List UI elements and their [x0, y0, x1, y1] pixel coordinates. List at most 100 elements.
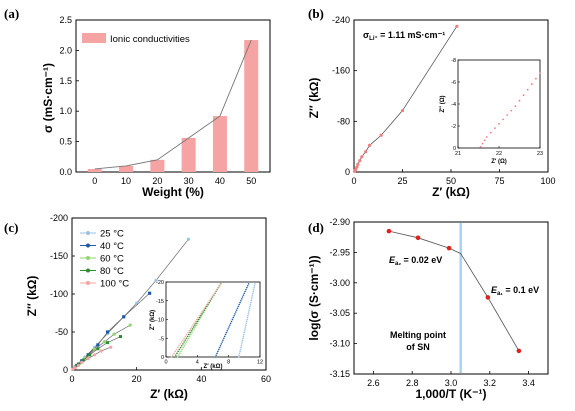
- panel-c-inset-point: [242, 333, 245, 336]
- panel-c-inset-point: [192, 324, 194, 326]
- panel-c-inset-frame: [165, 281, 261, 358]
- panel-c-point: [154, 278, 158, 282]
- panel-c-inset-point: [183, 344, 186, 347]
- panel-b-inset-ytick-label: -4: [451, 102, 456, 108]
- panel-c-point: [99, 349, 103, 353]
- panel-b-points: [352, 24, 459, 173]
- panel-c-inset-ytick-label: -20: [156, 280, 164, 286]
- panel-a-ytick-label: 2.0: [59, 45, 72, 55]
- panel-c-inset-point: [193, 322, 196, 325]
- panel-c-inset-point: [201, 311, 203, 313]
- panel-c-inset-point: [219, 344, 222, 347]
- panel-c-inset-point: [241, 296, 244, 298]
- panel-c-inset-point: [184, 343, 187, 345]
- panel-c-inset-point: [228, 326, 230, 328]
- panel-c-inset-point: [249, 305, 251, 308]
- panel-c-point: [112, 332, 116, 336]
- panel-c-inset-point: [177, 346, 179, 349]
- panel-d-xtick-label: 3.0: [445, 378, 458, 388]
- panel-a-bar: [212, 116, 227, 172]
- panel-d-ytick-label: -2.95: [329, 247, 350, 257]
- panel-c-inset-point: [195, 322, 197, 325]
- panel-c-inset-point: [188, 335, 191, 338]
- panel-c-label: (c): [4, 220, 18, 235]
- panel-c-point: [93, 353, 97, 357]
- panel-b-inset-point: [539, 72, 541, 75]
- panel-c-inset-point: [217, 350, 219, 353]
- panel-c-inset-point: [241, 339, 244, 341]
- panel-c-inset-point: [199, 313, 202, 315]
- panel-c-inset-point: [190, 326, 193, 328]
- panel-c-inset-point: [245, 288, 247, 291]
- panel-c-inset-point: [248, 309, 250, 311]
- panel-c-inset-point: [218, 346, 221, 349]
- panel-c-inset-point: [254, 283, 256, 285]
- panel-c-inset-point: [189, 328, 192, 330]
- panel-c-inset-point: [175, 348, 178, 351]
- panel-c-inset-point: [244, 328, 246, 330]
- panel-b-inset-point: [535, 77, 537, 80]
- panel-c-point: [96, 347, 100, 351]
- panel-c-inset-point: [195, 318, 198, 321]
- panel-a-xtick-label: 40: [215, 176, 225, 186]
- panel-c-inset-point: [252, 292, 254, 295]
- panel-d-ytick-label: -2.90: [329, 217, 350, 227]
- panel-c-inset-point: [214, 290, 217, 293]
- panel-c-inset-point: [246, 284, 249, 287]
- panel-d-ytick-label: -3.10: [329, 339, 350, 349]
- panel-c-inset-point: [246, 318, 248, 321]
- panel-c-inset-point: [219, 283, 222, 285]
- panel-d-point: [485, 295, 491, 300]
- panel-c-inset-point: [202, 311, 204, 313]
- panel-c-inset-point: [217, 348, 220, 351]
- panel-c-inset-point: [198, 314, 201, 317]
- panel-c-inset-point: [186, 335, 189, 338]
- panel-b-ytick-label: -160: [332, 66, 350, 76]
- panel-a-bar: [181, 137, 196, 172]
- panel-c-inset-point: [178, 354, 180, 356]
- panel-c-point: [109, 345, 113, 349]
- panel-c-inset-point: [229, 322, 232, 325]
- panel-c-inset-point: [245, 320, 248, 323]
- panel-c-inset-point: [239, 301, 241, 304]
- panel-c-inset-point: [215, 354, 218, 356]
- panel-b-inset-point: [494, 127, 496, 130]
- panel-c-inset-point: [246, 316, 249, 319]
- panel-c-point: [119, 335, 122, 339]
- panel-c-inset-ylabel: Z″ (kΩ): [150, 310, 156, 330]
- panel-c-inset-point: [201, 313, 203, 315]
- panel-c-inset-point: [246, 286, 248, 289]
- panel-b-xlabel: Z′ (kΩ): [432, 185, 470, 199]
- panel-d-ytick-label: -3.15: [329, 369, 350, 379]
- panel-c-inset-point: [184, 339, 187, 341]
- panel-c-legend-label: 80 °C: [100, 266, 124, 277]
- panel-c-inset-point: [240, 346, 242, 349]
- panel-c-inset-point: [227, 328, 229, 330]
- panel-b-inset-ytick-label: -6: [451, 80, 456, 86]
- panel-c-inset-point: [177, 350, 179, 353]
- panel-b-ytick-label: -240: [332, 15, 350, 25]
- panel-c-inset-point: [247, 283, 250, 285]
- panel-c-inset-xtick-label: 12: [257, 360, 263, 366]
- panel-c-inset-point: [192, 326, 195, 328]
- panel-c-inset-point: [176, 356, 179, 358]
- panel-c-inset-point: [241, 341, 243, 343]
- panel-c-inset-point: [197, 318, 200, 321]
- panel-c-inset-point: [176, 352, 178, 355]
- panel-c-point: [86, 357, 90, 361]
- panel-a-ylabel: σ (mS·cm⁻¹): [41, 63, 55, 133]
- panel-c-inset-point: [204, 305, 207, 308]
- panel-a-bar: [150, 159, 165, 172]
- panel-c-point: [122, 315, 126, 319]
- panel-c-point: [186, 237, 190, 241]
- panel-b-inset-point: [479, 146, 482, 148]
- panel-c-inset-point: [223, 335, 226, 338]
- panel-b-inset-point: [483, 139, 486, 142]
- panel-c-point: [80, 360, 84, 364]
- panel-c-inset-point: [253, 286, 255, 289]
- panel-c-inset-point: [230, 320, 233, 323]
- panel-c-point: [76, 363, 81, 368]
- panel-b-xtick-label: 25: [397, 176, 407, 186]
